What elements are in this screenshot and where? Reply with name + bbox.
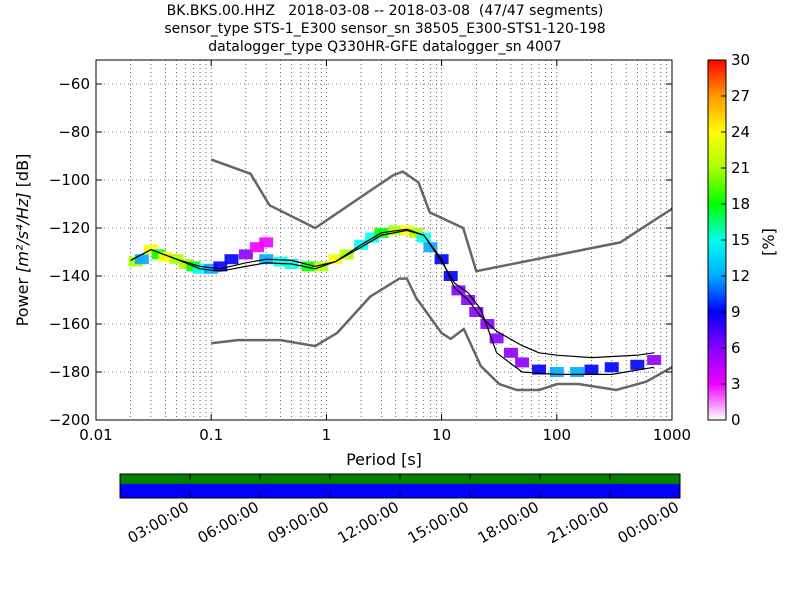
- pdf-cell: [301, 261, 316, 272]
- pdf-cell: [515, 357, 530, 368]
- pdf-cell: [570, 367, 585, 377]
- timeline-tick-label: 18:00:00: [475, 498, 542, 547]
- noise-model-high: [210, 158, 672, 273]
- colorbar-ticks: 0 3 6 9 12 15 18 21 24 27 30: [721, 51, 750, 429]
- colorbar-tick-label: 27: [731, 87, 750, 105]
- chart-title-line-2: sensor_type STS-1_E300 sensor_sn 38505_E…: [164, 21, 606, 37]
- pdf-cell: [224, 254, 239, 265]
- pdf-cell: [204, 263, 219, 274]
- pdf-cell: [273, 256, 288, 267]
- colorbar-tick-label: 30: [731, 51, 750, 69]
- y-tick-label: −160: [49, 315, 90, 333]
- colorbar-tick-label: 0: [731, 411, 741, 429]
- pdf-cell: [489, 333, 504, 344]
- x-tick-label: 100: [542, 426, 571, 444]
- pdf-cell: [480, 319, 495, 329]
- x-tick-label: 0.1: [199, 426, 223, 444]
- timeline-tick-label: 21:00:00: [545, 498, 612, 547]
- timeline-tick-label: 15:00:00: [405, 498, 472, 547]
- pdf-cell: [213, 261, 228, 272]
- colorbar-tick-label: 12: [731, 267, 750, 285]
- x-axis-ticks: 0.01 0.1 1 10 100 1000: [79, 60, 691, 444]
- y-tick-label: −60: [58, 75, 90, 93]
- timeline-tick-label: 03:00:00: [125, 498, 192, 547]
- plot-frame: [95, 59, 673, 421]
- colorbar-tick-label: 21: [731, 159, 750, 177]
- pdf-cell: [328, 254, 343, 265]
- pdf-cell: [178, 259, 193, 269]
- pdf-cell: [469, 307, 484, 317]
- x-tick-label: 1: [322, 426, 332, 444]
- timeline-tick-label: 12:00:00: [335, 498, 402, 547]
- timeline-tick-label: 06:00:00: [195, 498, 262, 547]
- chart-title-line-1: BK.BKS.00.HHZ 2018-03-08 -- 2018-03-08 (…: [166, 3, 604, 19]
- y-tick-label: −200: [49, 411, 90, 429]
- mean-curve: [130, 229, 655, 359]
- colorbar-tick-label: 9: [731, 303, 741, 321]
- colorbar-label: [%]: [759, 228, 778, 256]
- pdf-cell: [259, 237, 274, 248]
- y-tick-label: −80: [58, 123, 90, 141]
- colorbar-tick-label: 18: [731, 195, 750, 213]
- y-tick-label: −120: [49, 219, 90, 237]
- mode-curve: [130, 228, 655, 375]
- y-axis-ticks: −200 −180 −160 −140 −120 −100 −80 −60: [49, 75, 672, 429]
- pdf-cell: [503, 347, 518, 358]
- pdf-cell: [134, 254, 149, 265]
- pdf-cell: [584, 364, 599, 375]
- pdf-cell: [158, 251, 173, 262]
- pdf-cell: [549, 367, 564, 377]
- colorbar-tick-label: 3: [731, 375, 741, 393]
- pdf-cell: [531, 364, 546, 375]
- curves: [130, 158, 672, 392]
- pdf-cell: [630, 359, 645, 370]
- x-tick-label: 0.01: [79, 426, 112, 444]
- noise-model-low: [211, 277, 672, 392]
- pdf-cell: [423, 242, 438, 253]
- chart-title-line-3: datalogger_type Q330HR-GFE datalogger_sn…: [208, 39, 562, 55]
- pdf-cells: [128, 225, 662, 377]
- colorbar-tick-label: 24: [731, 123, 750, 141]
- timeline-tick-label: 09:00:00: [265, 498, 332, 547]
- y-axis-label: Power [m²/s⁴/Hz] [dB]: [13, 154, 32, 327]
- timeline-tick-label: 00:00:00: [615, 498, 682, 547]
- pdf-cell: [250, 242, 265, 253]
- data-availability-timeline: 03:00:00 06:00:00 09:00:00 12:00:00 15:00:00…: [119, 473, 682, 547]
- pdf-cell: [604, 362, 619, 373]
- y-tick-label: −100: [49, 171, 90, 189]
- colorbar-tick-label: 15: [731, 231, 750, 249]
- colorbar-tick-label: 6: [731, 339, 741, 357]
- x-tick-label: 10: [432, 426, 451, 444]
- pdf-cell: [647, 355, 662, 365]
- pdf-cell: [451, 285, 466, 296]
- y-tick-label: −140: [49, 267, 90, 285]
- pdf-cell: [238, 249, 253, 260]
- pdf-cell: [416, 232, 431, 243]
- x-axis-label: Period [s]: [346, 450, 422, 469]
- x-tick-label: 1000: [653, 426, 691, 444]
- y-tick-label: −180: [49, 363, 90, 381]
